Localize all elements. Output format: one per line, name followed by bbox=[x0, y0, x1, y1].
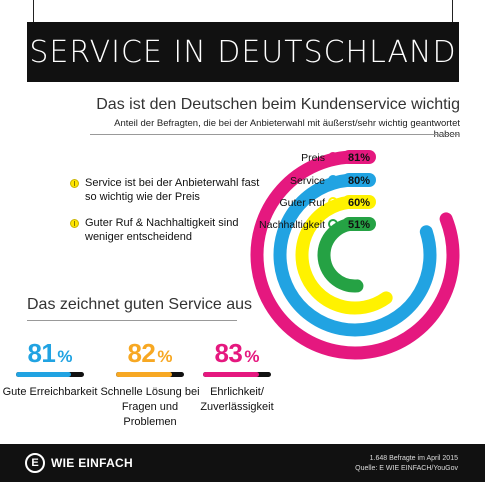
radial-bar-guter-ruf bbox=[295, 195, 393, 315]
value-badge bbox=[342, 195, 376, 209]
stat-label: Ehrlichkeit/ Zuverlässigkeit bbox=[200, 386, 274, 413]
source-sample: 1.648 Befragte im April 2015 bbox=[369, 455, 458, 462]
stat-bar bbox=[116, 372, 184, 377]
laurel-icon bbox=[328, 197, 338, 207]
value-badge bbox=[342, 217, 376, 231]
category-label: Preis bbox=[301, 152, 325, 164]
stat-number: 82 bbox=[127, 338, 156, 368]
category-label: Guter Ruf bbox=[279, 197, 325, 209]
brand-name: WIE EINFACH bbox=[51, 456, 133, 470]
stat-bar bbox=[203, 372, 271, 377]
sprout-icon bbox=[328, 219, 338, 229]
page-title: SERVICE IN DEUTSCHLAND bbox=[29, 34, 457, 70]
source-info: 1.648 Befragte im April 2015 Quelle: E W… bbox=[355, 454, 458, 474]
footer: E WIE EINFACH 1.648 Befragte im April 20… bbox=[0, 444, 485, 482]
subheader-divider bbox=[90, 134, 460, 135]
stat-label: Gute Erreichbarkeit bbox=[2, 386, 98, 398]
value-badge bbox=[342, 150, 376, 164]
value-label: 80% bbox=[348, 175, 370, 187]
subheader-title: Das ist den Deutschen beim Kundenservice… bbox=[96, 96, 460, 113]
top-line-left bbox=[33, 0, 34, 22]
finding-item: Guter Ruf & Nachhaltigkeit sind weniger … bbox=[70, 216, 260, 244]
logo-icon: E bbox=[25, 453, 45, 473]
title-bar: SERVICE IN DEUTSCHLAND bbox=[27, 22, 459, 82]
source-credit: Quelle: E WIE EINFACH/YouGov bbox=[355, 465, 458, 472]
value-label: 60% bbox=[348, 197, 370, 209]
top-line-right bbox=[452, 0, 453, 22]
stat-bar bbox=[16, 372, 84, 377]
category-label: Service bbox=[290, 175, 325, 187]
stat-card: 81% Gute Erreichbarkeit bbox=[0, 338, 100, 400]
bulb-icon bbox=[70, 219, 79, 228]
finding-text: Service ist bei der Anbieterwahl fast so… bbox=[85, 177, 260, 203]
radial-bar-service bbox=[273, 173, 437, 337]
stat-percent: % bbox=[57, 347, 73, 366]
finding-text: Guter Ruf & Nachhaltigkeit sind weniger … bbox=[85, 217, 239, 243]
stat-percent: % bbox=[244, 347, 260, 366]
stat-card: 83% Ehrlichkeit/ Zuverlässigkeit bbox=[182, 338, 292, 415]
stat-number: 83 bbox=[214, 338, 243, 368]
key-findings: Service ist bei der Anbieterwahl fast so… bbox=[70, 176, 260, 256]
radial-bar-nachhaltigkeit bbox=[317, 217, 364, 293]
stat-number: 81 bbox=[27, 338, 56, 368]
stat-bar-fill bbox=[16, 372, 72, 377]
value-label: 81% bbox=[348, 152, 370, 164]
price-tag-icon bbox=[328, 152, 338, 162]
bulb-icon bbox=[70, 179, 79, 188]
stat-bar-fill bbox=[116, 372, 172, 377]
stat-bar-fill bbox=[203, 372, 260, 377]
value-label: 51% bbox=[348, 219, 370, 231]
category-label: Nachhaltigkeit bbox=[259, 219, 325, 231]
section-divider bbox=[27, 320, 237, 321]
stat-percent: % bbox=[157, 347, 173, 366]
stat-label: Schnelle Lösung bei Fragen und Problemen bbox=[100, 386, 200, 428]
section-title: Das zeichnet guten Service aus bbox=[27, 296, 253, 313]
tools-icon bbox=[328, 175, 338, 185]
finding-item: Service ist bei der Anbieterwahl fast so… bbox=[70, 176, 260, 204]
stat-card: 82% Schnelle Lösung bei Fragen und Probl… bbox=[95, 338, 205, 430]
top-decoration bbox=[0, 0, 485, 22]
value-badge bbox=[342, 173, 376, 187]
radial-bar-preis bbox=[250, 150, 460, 360]
